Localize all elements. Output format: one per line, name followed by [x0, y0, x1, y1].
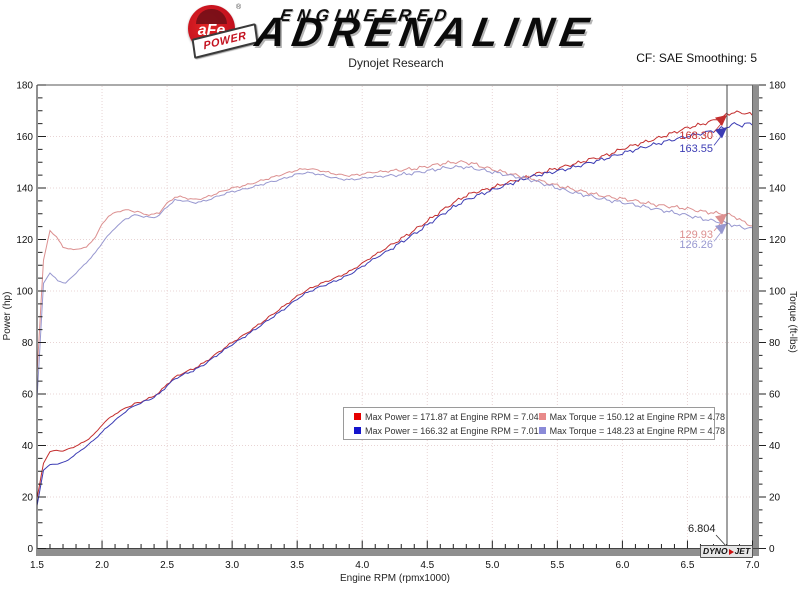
readout-arrow	[715, 223, 728, 235]
legend-swatch-icon	[354, 413, 361, 420]
y-tick-label-right: 160	[769, 132, 786, 143]
y-axis-left-title: Power (hp)	[2, 292, 13, 341]
x-tick-label: 4.5	[420, 560, 434, 571]
y-tick-label-left: 120	[16, 235, 33, 246]
cursor-readout-value: 168.30	[679, 130, 713, 143]
legend-label: Max Torque = 148.23 at Engine RPM = 4.78	[549, 425, 726, 436]
y-tick-label-left: 80	[22, 338, 34, 349]
legend-swatch-icon	[538, 413, 546, 420]
x-tick-label: 2.0	[95, 560, 109, 571]
x-tick-label: 3.0	[225, 560, 239, 571]
y-tick-label-right: 0	[769, 544, 775, 555]
right-axis-bar	[752, 85, 759, 556]
readout-arrow	[715, 115, 728, 127]
x-tick-label: 5.5	[550, 560, 564, 571]
y-tick-label-right: 100	[769, 287, 786, 298]
y-tick-label-left: 60	[22, 390, 34, 401]
y-tick-label-right: 60	[769, 390, 781, 401]
legend-label: Max Torque = 150.12 at Engine RPM = 4.78	[549, 411, 726, 422]
cursor-readout-value: 126.26	[679, 239, 713, 252]
legend-item: Max Torque = 150.12 at Engine RPM = 4.78	[538, 410, 726, 423]
readout-leader	[713, 230, 723, 242]
y-tick-label-left: 140	[16, 184, 33, 195]
curve-power-blue	[36, 121, 753, 506]
x-tick-label: 5.0	[485, 560, 499, 571]
curve-layer	[36, 110, 753, 506]
legend-swatch-icon	[354, 427, 361, 434]
x-tick-label: 3.5	[290, 560, 304, 571]
x-tick-label: 1.5	[30, 560, 44, 571]
legend-label: Max Power = 166.32 at Engine RPM = 7.01	[365, 425, 539, 436]
cursor-layer[interactable]	[713, 85, 728, 548]
y-tick-label-left: 100	[16, 287, 33, 298]
x-tick-label: 6.0	[615, 560, 629, 571]
legend-item: Max Power = 166.32 at Engine RPM = 7.01	[354, 424, 539, 437]
dynojet-logo-jet: JET	[734, 546, 751, 557]
dynojet-arrow-icon	[728, 548, 734, 555]
dyno-software-title: Dynojet Research	[348, 56, 444, 70]
y-tick-label-right: 20	[769, 493, 781, 504]
dynojet-logo: DYNO JET	[700, 545, 754, 558]
readout-leader	[713, 121, 723, 133]
legend-swatch-icon	[538, 427, 546, 434]
correction-factor-label: CF: SAE Smoothing: 5	[636, 51, 757, 65]
curve-power-red	[36, 110, 753, 499]
y-tick-label-right: 180	[769, 81, 786, 92]
afe-aperture-icon	[196, 9, 227, 24]
dynojet-logo-dyno: DYNO	[703, 546, 728, 557]
registered-mark: ®	[236, 4, 242, 11]
tick-layer: 1.5 2.0 2.5 3.0 3.5 4.0 4.5 5.0 5.5 6.0 6.5 7.0 0 0 20…	[16, 81, 786, 572]
legend-item: Max Torque = 148.23 at Engine RPM = 4.78	[538, 424, 726, 437]
y-tick-label-left: 0	[27, 544, 33, 555]
cursor-readout-value: 129.93	[679, 228, 713, 241]
cursor-readout-value: 163.55	[679, 143, 713, 156]
x-axis-title: Engine RPM (rpmx1000)	[340, 573, 450, 584]
y-tick-label-left: 180	[16, 81, 33, 92]
readout-leader	[713, 134, 723, 146]
y-tick-label-right: 140	[769, 184, 786, 195]
y-axis-right-title: Torque (ft-lbs)	[787, 291, 798, 353]
x-tick-label: 2.5	[160, 560, 174, 571]
x-tick-label: 4.0	[355, 560, 369, 571]
x-tick-label: 7.0	[746, 560, 760, 571]
curve-torque-blue	[36, 165, 753, 400]
y-tick-label-right: 40	[769, 441, 781, 452]
legend-item: Max Power = 171.87 at Engine RPM = 7.04	[354, 410, 539, 423]
y-tick-label-left: 160	[16, 132, 33, 143]
legend-box: Max Power = 171.87 at Engine RPM = 7.04 M…	[343, 407, 725, 440]
readout-arrow	[715, 127, 728, 139]
y-tick-label-left: 40	[22, 441, 34, 452]
x-tick-label: 6.5	[681, 560, 695, 571]
grid-layer	[38, 86, 753, 549]
y-tick-label-right: 80	[769, 338, 781, 349]
curve-torque-red	[36, 160, 753, 374]
bottom-axis-bar	[37, 548, 759, 556]
y-tick-label-right: 120	[769, 235, 786, 246]
y-tick-label-left: 20	[22, 493, 34, 504]
readout-arrow	[715, 213, 728, 225]
legend-label: Max Power = 171.87 at Engine RPM = 7.04	[365, 411, 539, 422]
cursor-rpm-label: 6.804	[688, 523, 716, 535]
